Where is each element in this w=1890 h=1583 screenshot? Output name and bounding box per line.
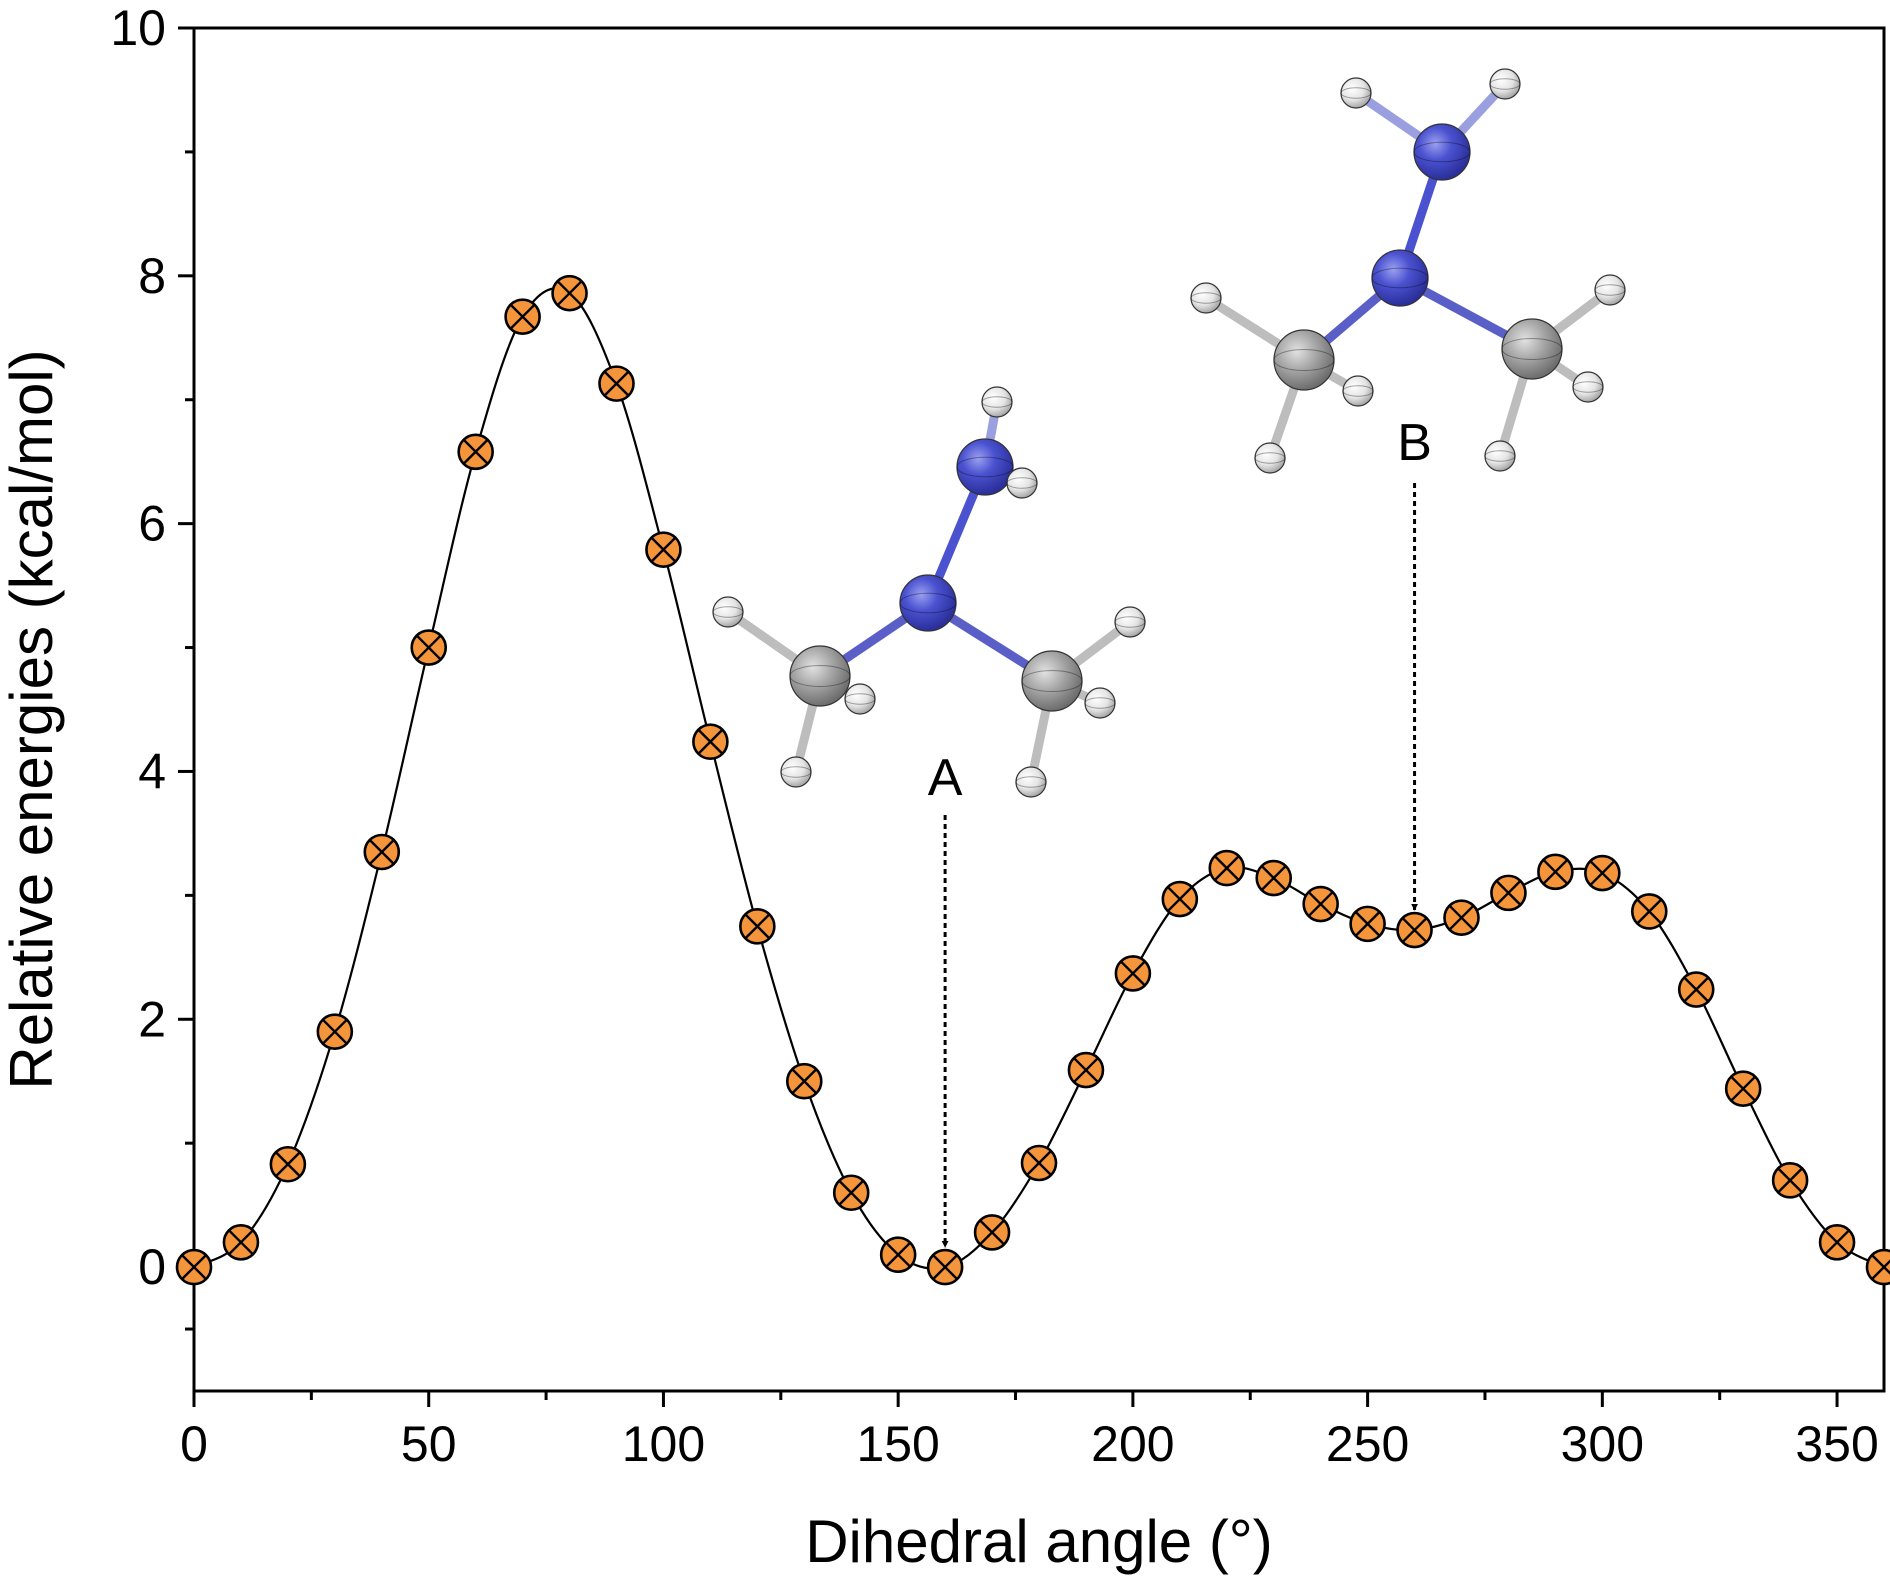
data-point — [973, 1214, 1011, 1251]
x-axis: 0 50 100 150 200 250 300 350 — [180, 1391, 1879, 1472]
plot-frame — [192, 26, 1886, 1393]
data-point — [457, 433, 494, 471]
data-point — [1584, 854, 1621, 892]
data-point — [1067, 1051, 1105, 1089]
data-point — [1208, 849, 1246, 887]
data-point — [926, 1248, 964, 1286]
data-point — [1255, 859, 1293, 897]
y-axis-title: Relative energies (kcal/mol) — [0, 349, 65, 1089]
data-point — [1771, 1162, 1809, 1199]
data-point — [1114, 955, 1152, 992]
data-point — [1349, 905, 1386, 943]
y-tick-label: 2 — [138, 991, 166, 1047]
data-point — [1630, 893, 1668, 930]
data-point — [316, 1013, 354, 1050]
annotation-b: B — [1397, 414, 1432, 911]
data-point — [879, 1236, 917, 1273]
data-point — [692, 723, 729, 761]
data-point — [1490, 874, 1527, 912]
data-point — [222, 1224, 260, 1261]
data-point — [1020, 1144, 1058, 1182]
data-point — [739, 908, 776, 945]
x-tick-label: 200 — [1091, 1416, 1174, 1472]
data-point — [1724, 1070, 1762, 1107]
molecule-illustrations — [712, 68, 1626, 798]
x-tick-label: 0 — [180, 1416, 208, 1472]
data-point — [1443, 899, 1480, 936]
plot-border — [192, 26, 1886, 1393]
data-point — [832, 1174, 870, 1212]
data-point — [269, 1145, 307, 1183]
data-point — [363, 833, 401, 871]
x-tick-label: 150 — [856, 1416, 939, 1472]
y-tick-label: 10 — [110, 0, 166, 56]
data-point — [1818, 1224, 1856, 1261]
molecule-a-picture — [712, 386, 1146, 798]
annotation-a: A — [928, 749, 963, 1248]
data-point — [1677, 971, 1715, 1008]
annotation-label: B — [1397, 414, 1432, 472]
x-tick-label: 300 — [1561, 1416, 1644, 1472]
x-tick-label: 50 — [401, 1416, 457, 1472]
data-point — [504, 298, 541, 336]
x-axis-title: Dihedral angle (°) — [805, 1508, 1273, 1575]
data-point — [1302, 885, 1339, 923]
y-tick-label: 4 — [138, 743, 166, 799]
molecule-b-picture — [1190, 68, 1626, 474]
data-point — [785, 1062, 823, 1100]
annotation-label: A — [928, 749, 963, 807]
conformer-annotations: AB — [928, 414, 1432, 1248]
data-point — [1865, 1248, 1890, 1286]
data-point — [175, 1248, 213, 1286]
y-tick-label: 6 — [138, 496, 166, 552]
data-point — [410, 629, 448, 666]
x-tick-label: 100 — [622, 1416, 705, 1472]
data-markers — [175, 274, 1890, 1286]
data-point — [1537, 853, 1574, 891]
x-tick-label: 250 — [1326, 1416, 1409, 1472]
data-point — [1396, 911, 1433, 949]
y-tick-label: 0 — [138, 1239, 166, 1295]
y-axis: 0 2 4 6 8 10 — [110, 0, 194, 1331]
data-point — [645, 531, 682, 568]
y-tick-label: 8 — [138, 248, 166, 304]
data-point — [1161, 880, 1199, 918]
data-point — [551, 274, 588, 312]
x-tick-label: 350 — [1795, 1416, 1878, 1472]
data-point — [598, 365, 635, 402]
